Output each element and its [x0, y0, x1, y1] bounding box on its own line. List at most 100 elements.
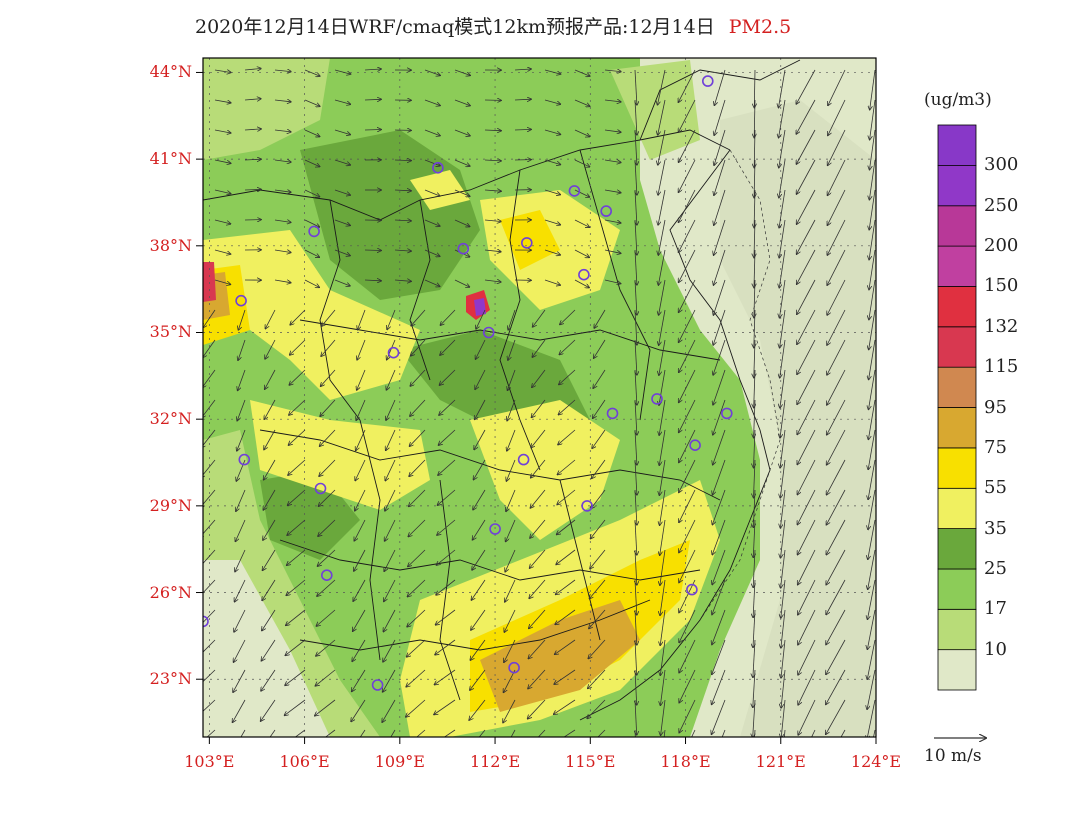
legend-level-label: 10 — [984, 638, 1007, 660]
elevated-band-northwest — [203, 230, 420, 400]
legend-level-label: 55 — [984, 477, 1007, 499]
wind-vector — [587, 699, 606, 718]
wind-vector — [870, 129, 876, 170]
wind-vector — [679, 159, 696, 192]
wind-vector — [827, 399, 846, 435]
wind-vector — [691, 729, 696, 737]
wind-vector — [712, 669, 726, 704]
wind-vector — [679, 609, 696, 643]
wind-vector — [798, 699, 816, 735]
wind-vector — [411, 339, 426, 356]
wind-vector — [285, 639, 306, 655]
wind-vector — [233, 699, 246, 722]
wind-vector — [827, 459, 846, 495]
wind-vector — [359, 729, 366, 737]
wind-vector — [383, 669, 396, 692]
city-marker — [432, 162, 444, 174]
latitude-label: 38°N — [149, 235, 192, 255]
wind-vector — [811, 729, 816, 737]
wind-vector — [868, 429, 876, 469]
wind-vector — [635, 249, 637, 285]
wind-vector — [798, 639, 816, 675]
wind-reference-label: 10 m/s — [924, 746, 982, 766]
wind-vector — [386, 399, 396, 420]
wind-vector — [334, 279, 350, 286]
wind-vector — [868, 459, 876, 499]
wind-vector — [439, 429, 456, 445]
wind-vector — [240, 729, 246, 737]
wind-vector — [265, 339, 276, 359]
wind-vector — [321, 369, 336, 386]
wind-vector — [658, 189, 666, 225]
wind-vector — [635, 609, 637, 645]
wind-vector — [574, 99, 590, 106]
wind-vector — [828, 99, 846, 135]
wind-vector — [558, 459, 576, 475]
wind-vector — [714, 99, 726, 135]
wind-vector — [754, 159, 755, 198]
wind-vector — [384, 579, 396, 601]
wind-vector — [840, 729, 846, 737]
wind-vector — [244, 99, 261, 100]
wind-vector — [408, 579, 426, 597]
wind-vector — [781, 519, 786, 558]
legend-segment — [937, 205, 977, 247]
wind-vector — [659, 309, 666, 345]
wind-vector — [264, 399, 276, 419]
longitude-label: 115°E — [565, 752, 616, 771]
latitude-gridlines — [203, 72, 876, 680]
wind-vector — [797, 459, 816, 495]
wind-vector — [454, 279, 469, 287]
wind-vector — [476, 309, 486, 329]
wind-vector — [334, 249, 350, 256]
wind-vector — [532, 399, 546, 417]
wind-vector — [532, 369, 546, 387]
longitude-label: 112°E — [469, 752, 521, 771]
wind-vector — [334, 159, 350, 165]
wind-vector — [754, 219, 755, 258]
very-high-band-south — [480, 600, 640, 712]
wind-vector — [238, 339, 246, 360]
wind-vector — [753, 549, 755, 587]
wind-vector — [437, 549, 456, 565]
wind-vector — [357, 369, 366, 390]
wind-vector — [604, 160, 621, 163]
city-marker — [517, 453, 530, 466]
wind-vector — [269, 729, 276, 737]
wind-vector — [827, 279, 846, 315]
wind-vector — [781, 699, 786, 737]
latitude-label: 23°N — [149, 669, 192, 689]
wind-vector — [713, 309, 726, 345]
wind-vector — [869, 309, 876, 350]
city-marker — [489, 523, 501, 535]
wind-vector — [557, 519, 576, 535]
wind-vector — [214, 279, 230, 284]
wind-vector — [424, 159, 440, 166]
wind-vector — [867, 699, 876, 737]
wind-vector — [714, 189, 726, 225]
wind-vector — [274, 279, 291, 283]
wind-vector — [868, 399, 876, 439]
wind-vector — [531, 429, 546, 448]
wind-vector — [544, 159, 560, 165]
wind-vector — [679, 129, 696, 162]
wind-vector — [544, 69, 561, 74]
wind-vector — [304, 279, 319, 287]
wind-vector — [797, 339, 816, 374]
wind-vector — [635, 489, 637, 525]
wind-vector — [679, 189, 696, 222]
wind-vector — [383, 609, 396, 632]
wind-vector — [867, 639, 876, 679]
wind-vector — [779, 99, 786, 138]
longitude-label: 103°E — [184, 752, 235, 771]
wind-vector — [394, 280, 411, 281]
wind-vector — [424, 99, 440, 106]
wind-vector — [635, 549, 637, 585]
wind-vector — [754, 69, 755, 108]
wind-vector — [827, 219, 846, 255]
wind-vector — [753, 579, 755, 617]
wind-vector — [214, 99, 231, 103]
wind-vector — [559, 369, 576, 385]
wind-vector — [779, 219, 786, 258]
title-variable: PM2.5 — [728, 16, 792, 38]
